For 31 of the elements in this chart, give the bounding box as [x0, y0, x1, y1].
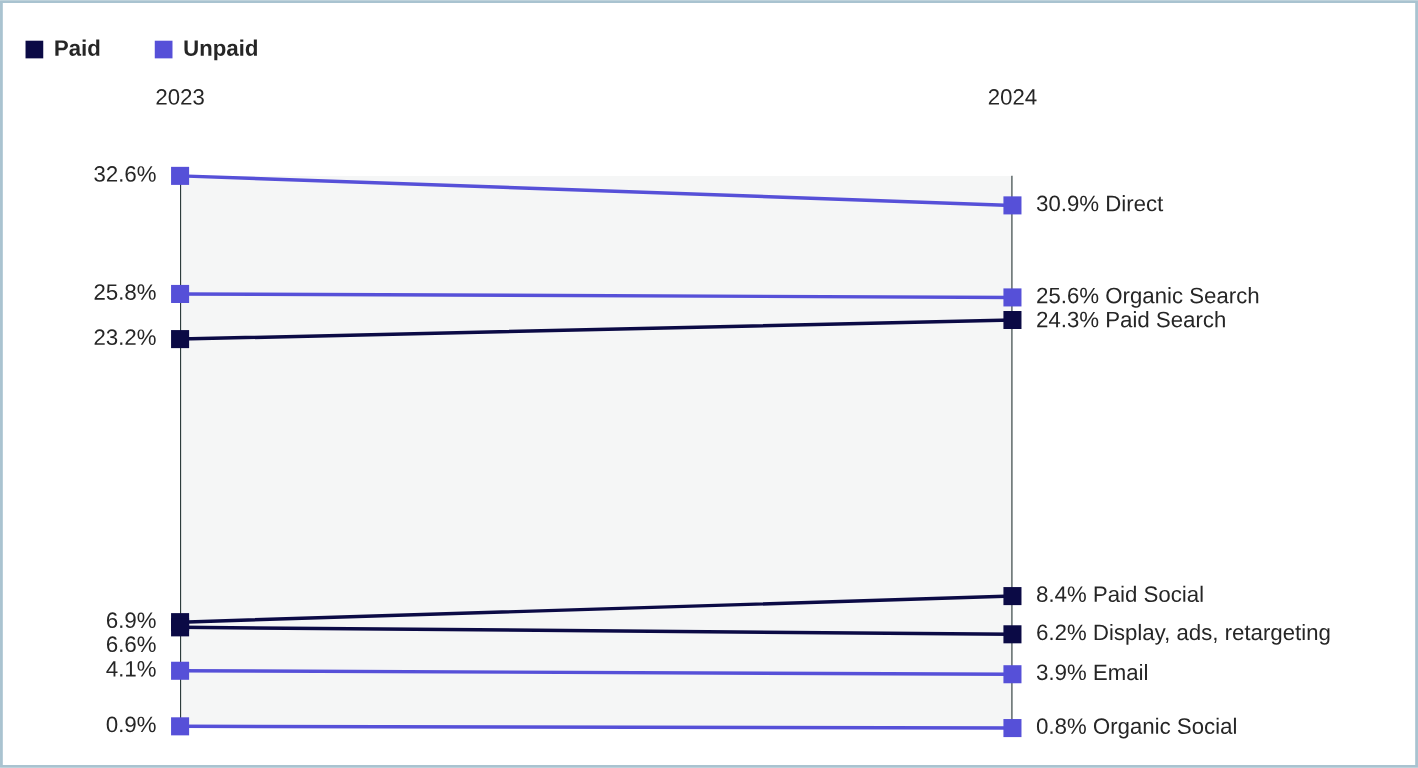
point [171, 166, 190, 185]
point [1003, 625, 1022, 644]
text: Paid [55, 39, 100, 56]
text: 3.9% Email [1036, 663, 1147, 681]
data-label: 4.1% [106, 661, 156, 677]
data-label: 6.6% [106, 636, 156, 653]
text: Unpaid [184, 39, 257, 61]
point [171, 284, 190, 303]
point [171, 717, 190, 736]
data-label: 23.2% [94, 329, 156, 346]
x-tick-label: 2023 [156, 89, 204, 105]
text: 0.8% Organic Social [1036, 717, 1236, 739]
point [171, 330, 190, 349]
text: 6.2% Display, ads, retargeting [1037, 623, 1330, 645]
x-tick-label: 2024 [988, 89, 1037, 105]
data-label: 0.9% [106, 716, 156, 733]
point [1003, 288, 1022, 307]
data-label: 32.6% [94, 166, 156, 182]
data-label: 25.8% [94, 284, 156, 300]
point [1003, 719, 1022, 738]
text: 8.4% Paid Social [1037, 585, 1203, 603]
text: 30.9% Direct [1036, 195, 1164, 212]
point [1003, 196, 1022, 215]
text: 24.3% Paid Search [1037, 311, 1225, 328]
point [171, 661, 190, 680]
text: 25.6% Organic Search [1037, 287, 1259, 308]
point [1003, 310, 1022, 330]
point [1003, 587, 1022, 606]
point [1003, 665, 1022, 684]
point [171, 618, 190, 637]
data-label: 6.9% [106, 612, 156, 629]
